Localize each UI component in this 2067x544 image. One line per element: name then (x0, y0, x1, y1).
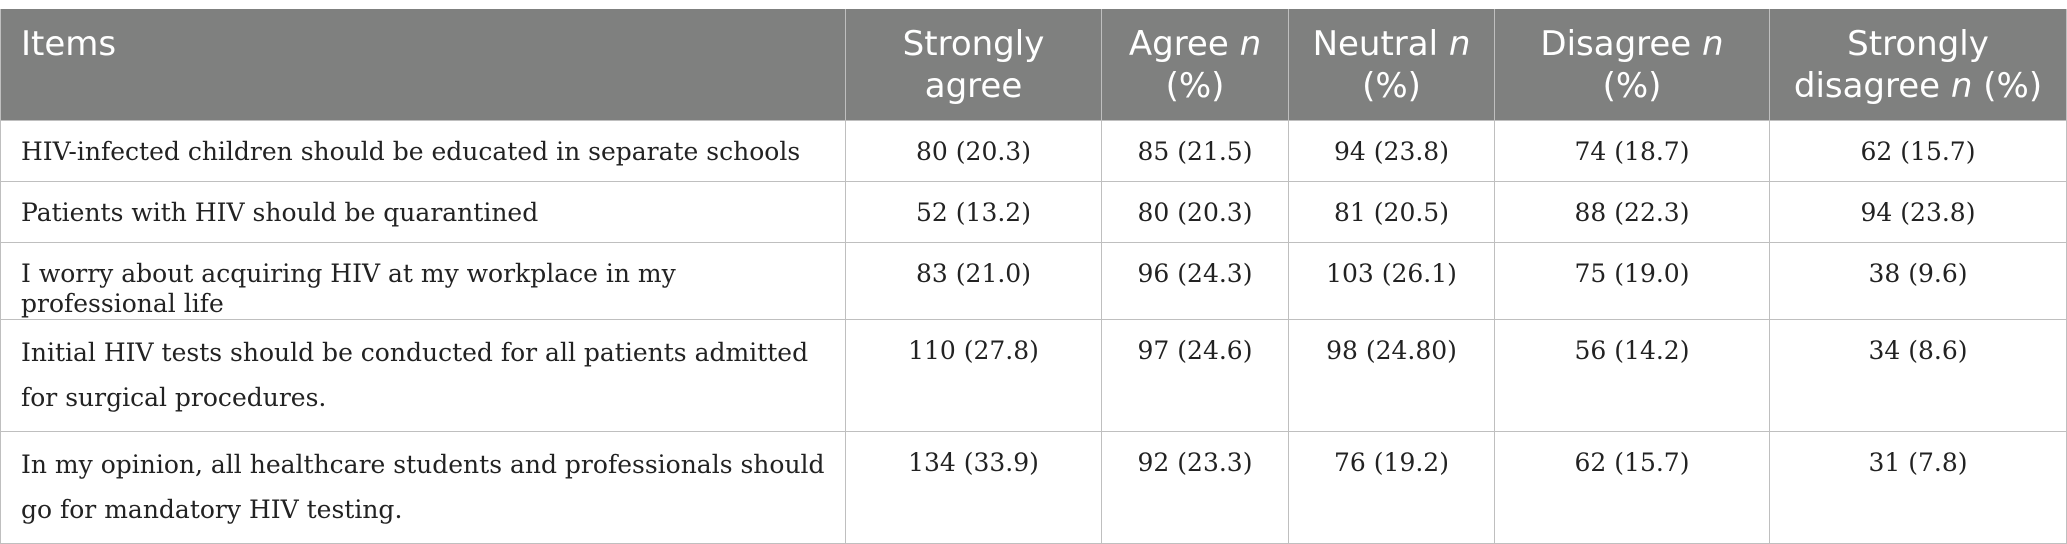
strongly-agree-cell: 134 (33.9) (845, 430, 1102, 544)
header-disagree-n: n (1702, 24, 1724, 64)
item-cell: Patients with HIV should be quarantined (0, 180, 846, 243)
strongly-agree-cell: 110 (27.8) (845, 318, 1102, 432)
header-disagree-label: Disagree (1540, 24, 1703, 64)
disagree-cell: 56 (14.2) (1494, 318, 1770, 432)
header-strongly-disagree-label: Strongly disagree (1793, 24, 1989, 106)
header-strongly-disagree-tail: (%) (1972, 66, 2043, 106)
strongly-disagree-cell: 31 (7.8) (1769, 430, 2067, 544)
header-agree-n: n (1239, 24, 1262, 64)
agree-cell: 85 (21.5) (1101, 119, 1289, 182)
neutral-cell: 94 (23.8) (1288, 119, 1495, 182)
header-neutral: Neutral n (%) (1288, 9, 1495, 120)
header-strongly-disagree-n: n (1950, 66, 1973, 106)
header-neutral-n: n (1448, 24, 1471, 64)
disagree-cell: 74 (18.7) (1494, 119, 1770, 182)
header-agree-tail: (%) (1165, 66, 1225, 106)
header-row: Items Strongly agree Agree n (%) Neutral… (0, 9, 2067, 120)
disagree-cell: 62 (15.7) (1494, 430, 1770, 544)
strongly-agree-cell: 80 (20.3) (845, 119, 1102, 182)
agree-cell: 97 (24.6) (1101, 318, 1289, 432)
neutral-cell: 98 (24.80) (1288, 318, 1495, 432)
agree-cell: 96 (24.3) (1101, 241, 1289, 320)
strongly-disagree-cell: 38 (9.6) (1769, 241, 2067, 320)
strongly-disagree-cell: 62 (15.7) (1769, 119, 2067, 182)
header-neutral-tail: (%) (1362, 66, 1421, 106)
agree-cell: 80 (20.3) (1101, 180, 1289, 243)
table-header: Items Strongly agree Agree n (%) Neutral… (0, 9, 2067, 120)
header-items-label: Items (21, 24, 117, 64)
neutral-cell: 81 (20.5) (1288, 180, 1495, 243)
header-strongly-agree-label: Strongly agree (902, 24, 1045, 106)
header-disagree-tail: (%) (1602, 66, 1662, 106)
strongly-agree-cell: 83 (21.0) (845, 241, 1102, 320)
header-strongly-agree: Strongly agree (845, 9, 1102, 120)
header-strongly-disagree: Strongly disagree n (%) (1769, 9, 2067, 120)
header-agree-label: Agree (1128, 24, 1240, 64)
item-cell: In my opinion, all healthcare students a… (0, 430, 846, 544)
header-neutral-label: Neutral (1312, 24, 1449, 64)
table-row: Initial HIV tests should be conducted fo… (0, 318, 2067, 432)
header-disagree: Disagree n (%) (1494, 9, 1770, 120)
strongly-disagree-cell: 94 (23.8) (1769, 180, 2067, 243)
neutral-cell: 103 (26.1) (1288, 241, 1495, 320)
table-row: Patients with HIV should be quarantined … (0, 180, 2067, 243)
survey-table: Items Strongly agree Agree n (%) Neutral… (0, 9, 2067, 544)
disagree-cell: 75 (19.0) (1494, 241, 1770, 320)
agree-cell: 92 (23.3) (1101, 430, 1289, 544)
header-agree: Agree n (%) (1101, 9, 1289, 120)
table-row: HIV-infected children should be educated… (0, 119, 2067, 182)
strongly-agree-cell: 52 (13.2) (845, 180, 1102, 243)
header-items: Items (0, 9, 846, 120)
table-row: I worry about acquiring HIV at my workpl… (0, 241, 2067, 320)
table-row: In my opinion, all healthcare students a… (0, 430, 2067, 544)
item-cell: I worry about acquiring HIV at my workpl… (0, 241, 846, 320)
item-cell: Initial HIV tests should be conducted fo… (0, 318, 846, 432)
table-body: HIV-infected children should be educated… (0, 119, 2067, 544)
item-cell: HIV-infected children should be educated… (0, 119, 846, 182)
strongly-disagree-cell: 34 (8.6) (1769, 318, 2067, 432)
neutral-cell: 76 (19.2) (1288, 430, 1495, 544)
disagree-cell: 88 (22.3) (1494, 180, 1770, 243)
